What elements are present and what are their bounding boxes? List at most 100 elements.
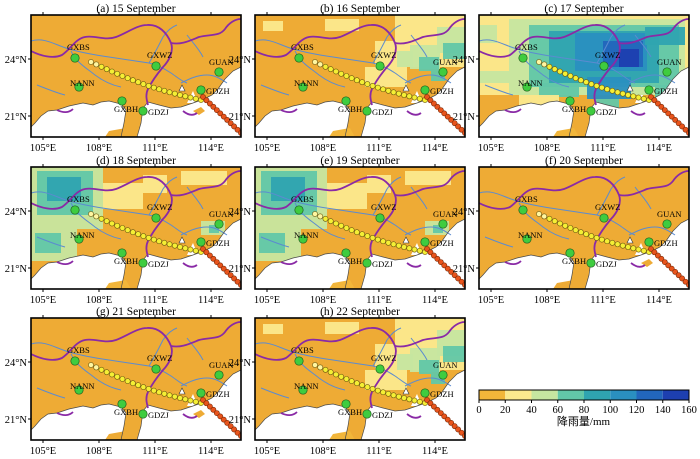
lon-tick-label: 111°E xyxy=(366,446,392,457)
colorbar-tick-label: 160 xyxy=(681,405,697,416)
province-border xyxy=(630,110,646,116)
station-marker xyxy=(375,61,385,71)
province-border xyxy=(479,176,621,258)
map-panel: (g) 21 September GXBS GXWZ GUAN NANN GDZH GXBH… xyxy=(5,306,242,457)
station-marker xyxy=(298,82,308,92)
station-label: GDZH xyxy=(430,238,454,248)
station-label: GUAN xyxy=(209,57,234,67)
station-marker xyxy=(117,399,127,409)
province-border xyxy=(170,170,241,197)
station-label: GXBH xyxy=(562,104,586,114)
station-marker xyxy=(565,96,575,106)
station-marker xyxy=(438,219,448,229)
station-marker xyxy=(522,82,532,92)
lon-tick-label: 111°E xyxy=(142,295,168,306)
colorbar-tick-label: 40 xyxy=(526,405,537,416)
lat-tick-label: 21°N xyxy=(229,112,252,123)
map-panel: (c) 17 September GXBS GXWZ GUAN NANN GDZH GXBH… xyxy=(453,3,690,154)
rainfall-overlay xyxy=(255,318,465,440)
lon-tick-label: 114°E xyxy=(198,143,224,154)
lon-tick-label: 111°E xyxy=(590,295,616,306)
station-marker xyxy=(294,356,304,366)
lat-tick-label: 21°N xyxy=(453,264,476,275)
colorbar-tick-label: 20 xyxy=(500,405,511,416)
lat-tick-label: 24°N xyxy=(229,358,252,369)
station-label: GXWZ xyxy=(147,50,173,60)
map-panel: (h) 22 September GXBS GXWZ GUAN NANN GDZH GXBH… xyxy=(229,306,466,457)
lon-tick-label: 108°E xyxy=(310,295,336,306)
station-label: GXBS xyxy=(291,345,314,355)
station-label: GUAN xyxy=(433,209,458,219)
province-border xyxy=(394,18,465,45)
station-marker xyxy=(341,248,351,258)
station-marker xyxy=(420,388,430,398)
station-label: GDZH xyxy=(430,86,454,96)
province-border xyxy=(31,327,173,409)
typhoon-track xyxy=(536,211,689,288)
station-marker xyxy=(438,370,448,380)
panel-title: (a) 15 September xyxy=(96,3,175,15)
station-marker xyxy=(298,385,308,395)
province-border xyxy=(255,327,397,409)
station-label: GDZJ xyxy=(372,259,393,269)
lat-tick-label: 24°N xyxy=(453,55,476,66)
station-marker xyxy=(644,237,654,247)
station-marker xyxy=(420,85,430,95)
station-marker xyxy=(117,248,127,258)
station-marker xyxy=(518,205,528,215)
station-marker xyxy=(151,213,161,223)
colorbar-segment xyxy=(662,390,689,400)
lat-tick-label: 21°N xyxy=(5,112,28,123)
station-label: GXBH xyxy=(338,104,362,114)
province-border xyxy=(182,413,198,419)
province-border xyxy=(406,413,422,419)
province-border xyxy=(56,108,74,114)
lon-tick-label: 105°E xyxy=(478,295,504,306)
rainfall-overlay xyxy=(255,167,465,289)
station-label: NANN xyxy=(294,230,319,240)
station-marker xyxy=(151,61,161,71)
map-frame xyxy=(254,317,466,441)
colorbar: 0 20 40 60 80 100 120 140 160 xyxy=(476,389,697,416)
station-marker xyxy=(341,96,351,106)
station-label: GXBS xyxy=(67,194,90,204)
map-panel: (f) 20 September GXBS GXWZ GUAN NANN GDZH GXBH… xyxy=(453,155,690,306)
province-border xyxy=(618,170,689,197)
lon-tick-label: 114°E xyxy=(646,295,672,306)
station-label: GDZH xyxy=(654,86,678,96)
station-label: GUAN xyxy=(657,209,682,219)
province-border xyxy=(406,262,422,268)
station-marker xyxy=(138,409,148,419)
station-label: GUAN xyxy=(433,360,458,370)
station-label: NANN xyxy=(294,381,319,391)
colorbar-segment xyxy=(636,390,663,400)
colorbar-tick-label: 120 xyxy=(629,405,645,416)
station-label: GXBH xyxy=(114,256,138,266)
station-marker xyxy=(196,237,206,247)
lon-tick-label: 111°E xyxy=(142,143,168,154)
lon-tick-label: 105°E xyxy=(254,446,280,457)
station-marker xyxy=(662,219,672,229)
lon-tick-label: 105°E xyxy=(30,295,56,306)
station-label: GXBS xyxy=(67,345,90,355)
lon-tick-label: 114°E xyxy=(646,143,672,154)
panel-title: (d) 18 September xyxy=(96,155,176,167)
lon-tick-label: 108°E xyxy=(534,295,560,306)
lon-tick-label: 105°E xyxy=(30,446,56,457)
typhoon-track xyxy=(88,362,241,439)
station-marker xyxy=(375,213,385,223)
station-label: GDZH xyxy=(206,389,230,399)
map-frame xyxy=(478,166,690,290)
station-marker xyxy=(70,205,80,215)
province-border xyxy=(280,411,298,417)
station-label: GUAN xyxy=(209,209,234,219)
station-marker xyxy=(362,409,372,419)
station-label: NANN xyxy=(518,230,543,240)
panel-title: (f) 20 September xyxy=(545,155,623,167)
station-label: GDZJ xyxy=(148,107,169,117)
province-border xyxy=(618,18,689,45)
station-marker xyxy=(138,106,148,116)
map-panel: (d) 18 September GXBS GXWZ GUAN NANN GDZH GXBH… xyxy=(5,155,242,306)
lat-tick-label: 21°N xyxy=(229,415,252,426)
